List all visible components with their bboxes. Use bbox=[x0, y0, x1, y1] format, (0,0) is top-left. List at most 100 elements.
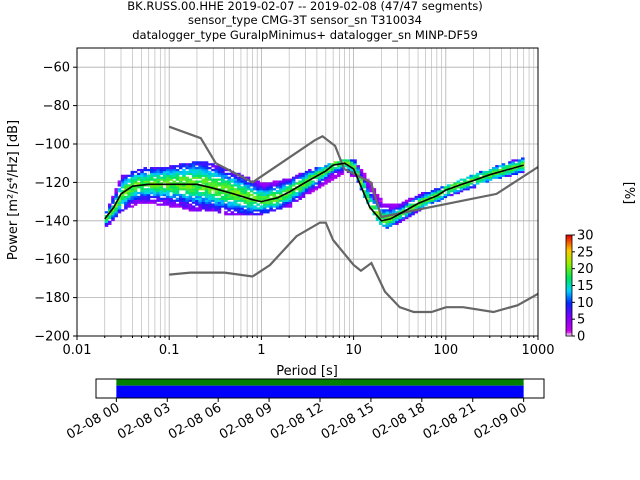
colorbar-segment bbox=[566, 245, 572, 248]
ppsd-heatmap-cell bbox=[149, 178, 154, 181]
ppsd-heatmap-cell bbox=[517, 161, 522, 164]
ppsd-heatmap-cell bbox=[169, 190, 173, 193]
ppsd-heatmap-cell bbox=[395, 220, 399, 224]
ppsd-heatmap-cell bbox=[372, 205, 377, 208]
ppsd-heatmap-cell bbox=[495, 176, 499, 179]
ppsd-heatmap-cell bbox=[130, 182, 135, 185]
ppsd-heatmap-cell bbox=[253, 195, 257, 199]
ppsd-heatmap-cell bbox=[217, 168, 222, 172]
ppsd-heatmap-cell bbox=[117, 190, 122, 193]
ppsd-heatmap-cell bbox=[249, 184, 254, 187]
ppsd-heatmap-cell bbox=[385, 209, 390, 212]
ppsd-heatmap-cell bbox=[411, 197, 415, 200]
ppsd-heatmap-cell bbox=[130, 190, 135, 193]
ppsd-heatmap-cell bbox=[320, 172, 325, 176]
ppsd-heatmap-cell bbox=[188, 199, 193, 202]
ppsd-heatmap-cell bbox=[120, 186, 125, 189]
ppsd-heatmap-cell bbox=[201, 193, 206, 197]
ppsd-heatmap-cell bbox=[259, 195, 264, 199]
ppsd-heatmap-cell bbox=[159, 178, 164, 181]
ppsd-heatmap-cell bbox=[417, 193, 422, 197]
ppsd-heatmap-cell bbox=[195, 195, 199, 199]
ppsd-heatmap-cell bbox=[375, 211, 380, 214]
colorbar-segment bbox=[566, 322, 572, 325]
ppsd-heatmap-cell bbox=[262, 205, 267, 208]
ppsd-heatmap-cell bbox=[204, 190, 209, 193]
ppsd-heatmap-cell bbox=[491, 170, 496, 174]
ppsd-heatmap-cell bbox=[304, 184, 309, 187]
ppsd-heatmap-cell bbox=[266, 195, 270, 199]
ppsd-heatmap-cell bbox=[204, 188, 209, 191]
ppsd-heatmap-cell bbox=[127, 180, 131, 183]
ppsd-heatmap-cell bbox=[259, 182, 264, 185]
ppsd-heatmap-cell bbox=[343, 161, 348, 164]
ppsd-heatmap-cell bbox=[198, 203, 202, 206]
ppsd-heatmap-cell bbox=[146, 199, 151, 202]
colorbar-segment bbox=[566, 319, 572, 322]
ppsd-heatmap-cell bbox=[511, 168, 515, 172]
colorbar-segment bbox=[566, 283, 572, 286]
ppsd-heatmap-cell bbox=[182, 178, 186, 181]
ppsd-heatmap-cell bbox=[191, 188, 196, 191]
ppsd-heatmap-cell bbox=[117, 209, 122, 212]
ppsd-heatmap-cell bbox=[517, 167, 522, 170]
ppsd-heatmap-cell bbox=[269, 207, 273, 210]
ppsd-heatmap-cell bbox=[246, 203, 251, 206]
ppsd-heatmap-cell bbox=[262, 211, 267, 214]
ppsd-heatmap-cell bbox=[346, 159, 351, 162]
plot-frame bbox=[76, 47, 539, 337]
ppsd-heatmap-cell bbox=[195, 184, 199, 187]
ppsd-heatmap-cell bbox=[291, 182, 296, 185]
ppsd-heatmap-cell bbox=[107, 209, 112, 212]
ppsd-heatmap-cell bbox=[169, 176, 173, 179]
ppsd-heatmap-cell bbox=[340, 170, 344, 174]
ppsd-heatmap-cell bbox=[204, 167, 209, 170]
ppsd-heatmap-cell bbox=[282, 186, 286, 189]
ppsd-heatmap-cell bbox=[201, 170, 206, 174]
ppsd-heatmap-cell bbox=[240, 211, 244, 214]
ppsd-heatmap-cell bbox=[185, 201, 189, 204]
ppsd-heatmap-cell bbox=[288, 186, 293, 189]
ppsd-heatmap-cell bbox=[508, 172, 512, 176]
ppsd-heatmap-cell bbox=[327, 165, 331, 168]
ppsd-heatmap-cell bbox=[511, 159, 515, 162]
ppsd-heatmap-cell bbox=[508, 161, 512, 164]
ppsd-heatmap-cell bbox=[140, 199, 144, 202]
ppsd-heatmap-cell bbox=[166, 197, 170, 200]
ppsd-heatmap-cell bbox=[421, 192, 425, 195]
ppsd-heatmap-cell bbox=[411, 203, 415, 206]
ppsd-heatmap-cell bbox=[208, 170, 212, 174]
ppsd-heatmap-cell bbox=[295, 195, 299, 199]
ppsd-heatmap-cell bbox=[127, 199, 131, 202]
ppsd-heatmap-cell bbox=[411, 213, 415, 216]
ppsd-heatmap-cell bbox=[159, 193, 164, 197]
ppsd-heatmap-cell bbox=[143, 201, 148, 204]
ppsd-heatmap-cell bbox=[217, 211, 222, 214]
ppsd-heatmap-cell bbox=[111, 201, 115, 204]
ppsd-heatmap-cell bbox=[291, 193, 296, 197]
ppsd-heatmap-cell bbox=[317, 170, 322, 174]
ppsd-heatmap-cell bbox=[466, 184, 470, 187]
ppsd-heatmap-cell bbox=[124, 207, 128, 210]
ppsd-heatmap-cell bbox=[262, 197, 267, 200]
ppsd-heatmap-cell bbox=[198, 170, 202, 174]
ppsd-heatmap-cell bbox=[185, 195, 189, 199]
ppsd-heatmap-cell bbox=[224, 172, 228, 176]
ppsd-heatmap-cell bbox=[137, 201, 141, 204]
ppsd-heatmap-cell bbox=[143, 167, 148, 170]
ppsd-heatmap-cell bbox=[282, 199, 286, 202]
ppsd-heatmap-cell bbox=[285, 180, 289, 183]
ppsd-heatmap-cell bbox=[214, 199, 218, 202]
ppsd-heatmap-cell bbox=[279, 203, 283, 206]
ppsd-heatmap-cell bbox=[327, 168, 331, 172]
ppsd-heatmap-cell bbox=[298, 188, 302, 191]
ppsd-heatmap-cell bbox=[188, 168, 193, 172]
ppsd-heatmap-cell bbox=[475, 180, 480, 183]
ppsd-heatmap-cell bbox=[172, 170, 177, 174]
ppsd-heatmap-cell bbox=[362, 176, 367, 179]
ppsd-heatmap-cell bbox=[178, 178, 183, 181]
ppsd-heatmap-cell bbox=[466, 188, 470, 191]
ppsd-heatmap-cell bbox=[185, 199, 189, 202]
ppsd-heatmap-cell bbox=[417, 203, 422, 206]
ppsd-heatmap-cell bbox=[337, 174, 341, 177]
